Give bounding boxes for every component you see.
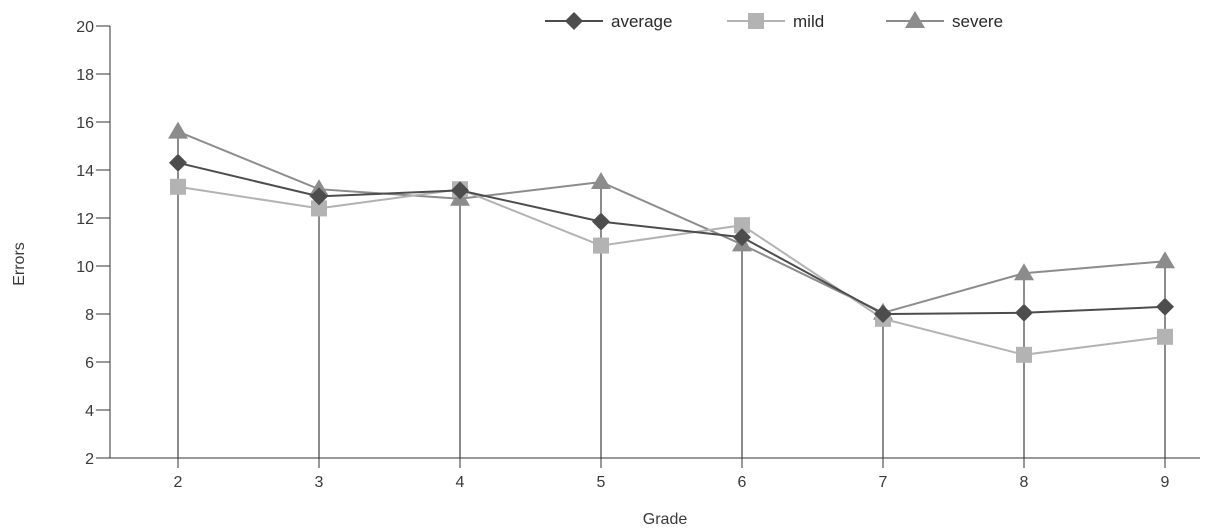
data-point-average: [874, 305, 892, 323]
legend-item-severe: severe: [886, 11, 1003, 31]
legend-item-mild: mild: [727, 12, 824, 31]
y-tick-label: 14: [76, 163, 94, 180]
y-tick-label: 8: [85, 307, 94, 324]
data-point-mild: [1016, 346, 1032, 363]
data-point-mild: [593, 237, 609, 254]
series-average: [169, 153, 1174, 323]
legend-label: mild: [793, 12, 824, 31]
data-point-average: [1015, 303, 1033, 322]
data-point-mild: [170, 178, 186, 195]
data-point-average: [733, 228, 751, 247]
x-tick-label: 8: [1020, 474, 1029, 491]
data-point-severe: [1155, 251, 1175, 269]
y-tick-label: 16: [76, 115, 94, 132]
series-line-mild: [177, 185, 1166, 356]
x-ticks: 2 3 4 5 6 7 8 9: [174, 458, 1170, 491]
x-tick-label: 4: [456, 474, 465, 491]
data-point-severe: [168, 121, 188, 139]
legend-label: severe: [952, 12, 1003, 31]
data-point-severe: [591, 172, 611, 189]
y-tick-label: 20: [76, 19, 94, 36]
x-tick-label: 3: [315, 474, 324, 491]
y-axis-title: Errors: [11, 242, 28, 286]
data-point-mild: [734, 217, 750, 234]
y-ticks: 2 4 6 8 10 12 14 16 18 20: [76, 19, 110, 468]
data-point-average: [310, 187, 328, 206]
legend-label: average: [611, 12, 672, 31]
legend-item-average: average: [545, 12, 672, 31]
data-point-average: [451, 181, 469, 200]
series-line-severe: [177, 130, 1166, 314]
x-tick-label: 9: [1161, 474, 1170, 491]
legend-marker: [748, 13, 764, 29]
x-tick-label: 5: [597, 474, 606, 491]
y-tick-label: 2: [85, 451, 94, 468]
drop-lines: [177, 131, 1166, 458]
y-tick-label: 18: [76, 67, 94, 84]
x-tick-label: 6: [738, 474, 747, 491]
series-layer: [168, 121, 1175, 363]
data-point-average: [169, 153, 187, 172]
y-tick-label: 4: [85, 403, 94, 420]
y-tick-label: 10: [76, 259, 94, 276]
data-point-mild: [1157, 328, 1173, 345]
x-tick-label: 2: [174, 474, 183, 491]
legend-marker: [565, 12, 583, 30]
legend-marker: [905, 11, 925, 28]
x-axis-title: Grade: [643, 511, 688, 528]
axes: [109, 26, 1200, 459]
legend: average mild severe: [545, 11, 1003, 31]
x-tick-label: 7: [879, 474, 888, 491]
data-point-mild: [311, 200, 327, 217]
data-point-average: [1156, 297, 1174, 316]
y-tick-label: 6: [85, 355, 94, 372]
data-point-severe: [1014, 263, 1034, 281]
y-tick-label: 12: [76, 211, 94, 228]
series-line-average: [177, 161, 1166, 316]
data-point-average: [592, 212, 610, 231]
